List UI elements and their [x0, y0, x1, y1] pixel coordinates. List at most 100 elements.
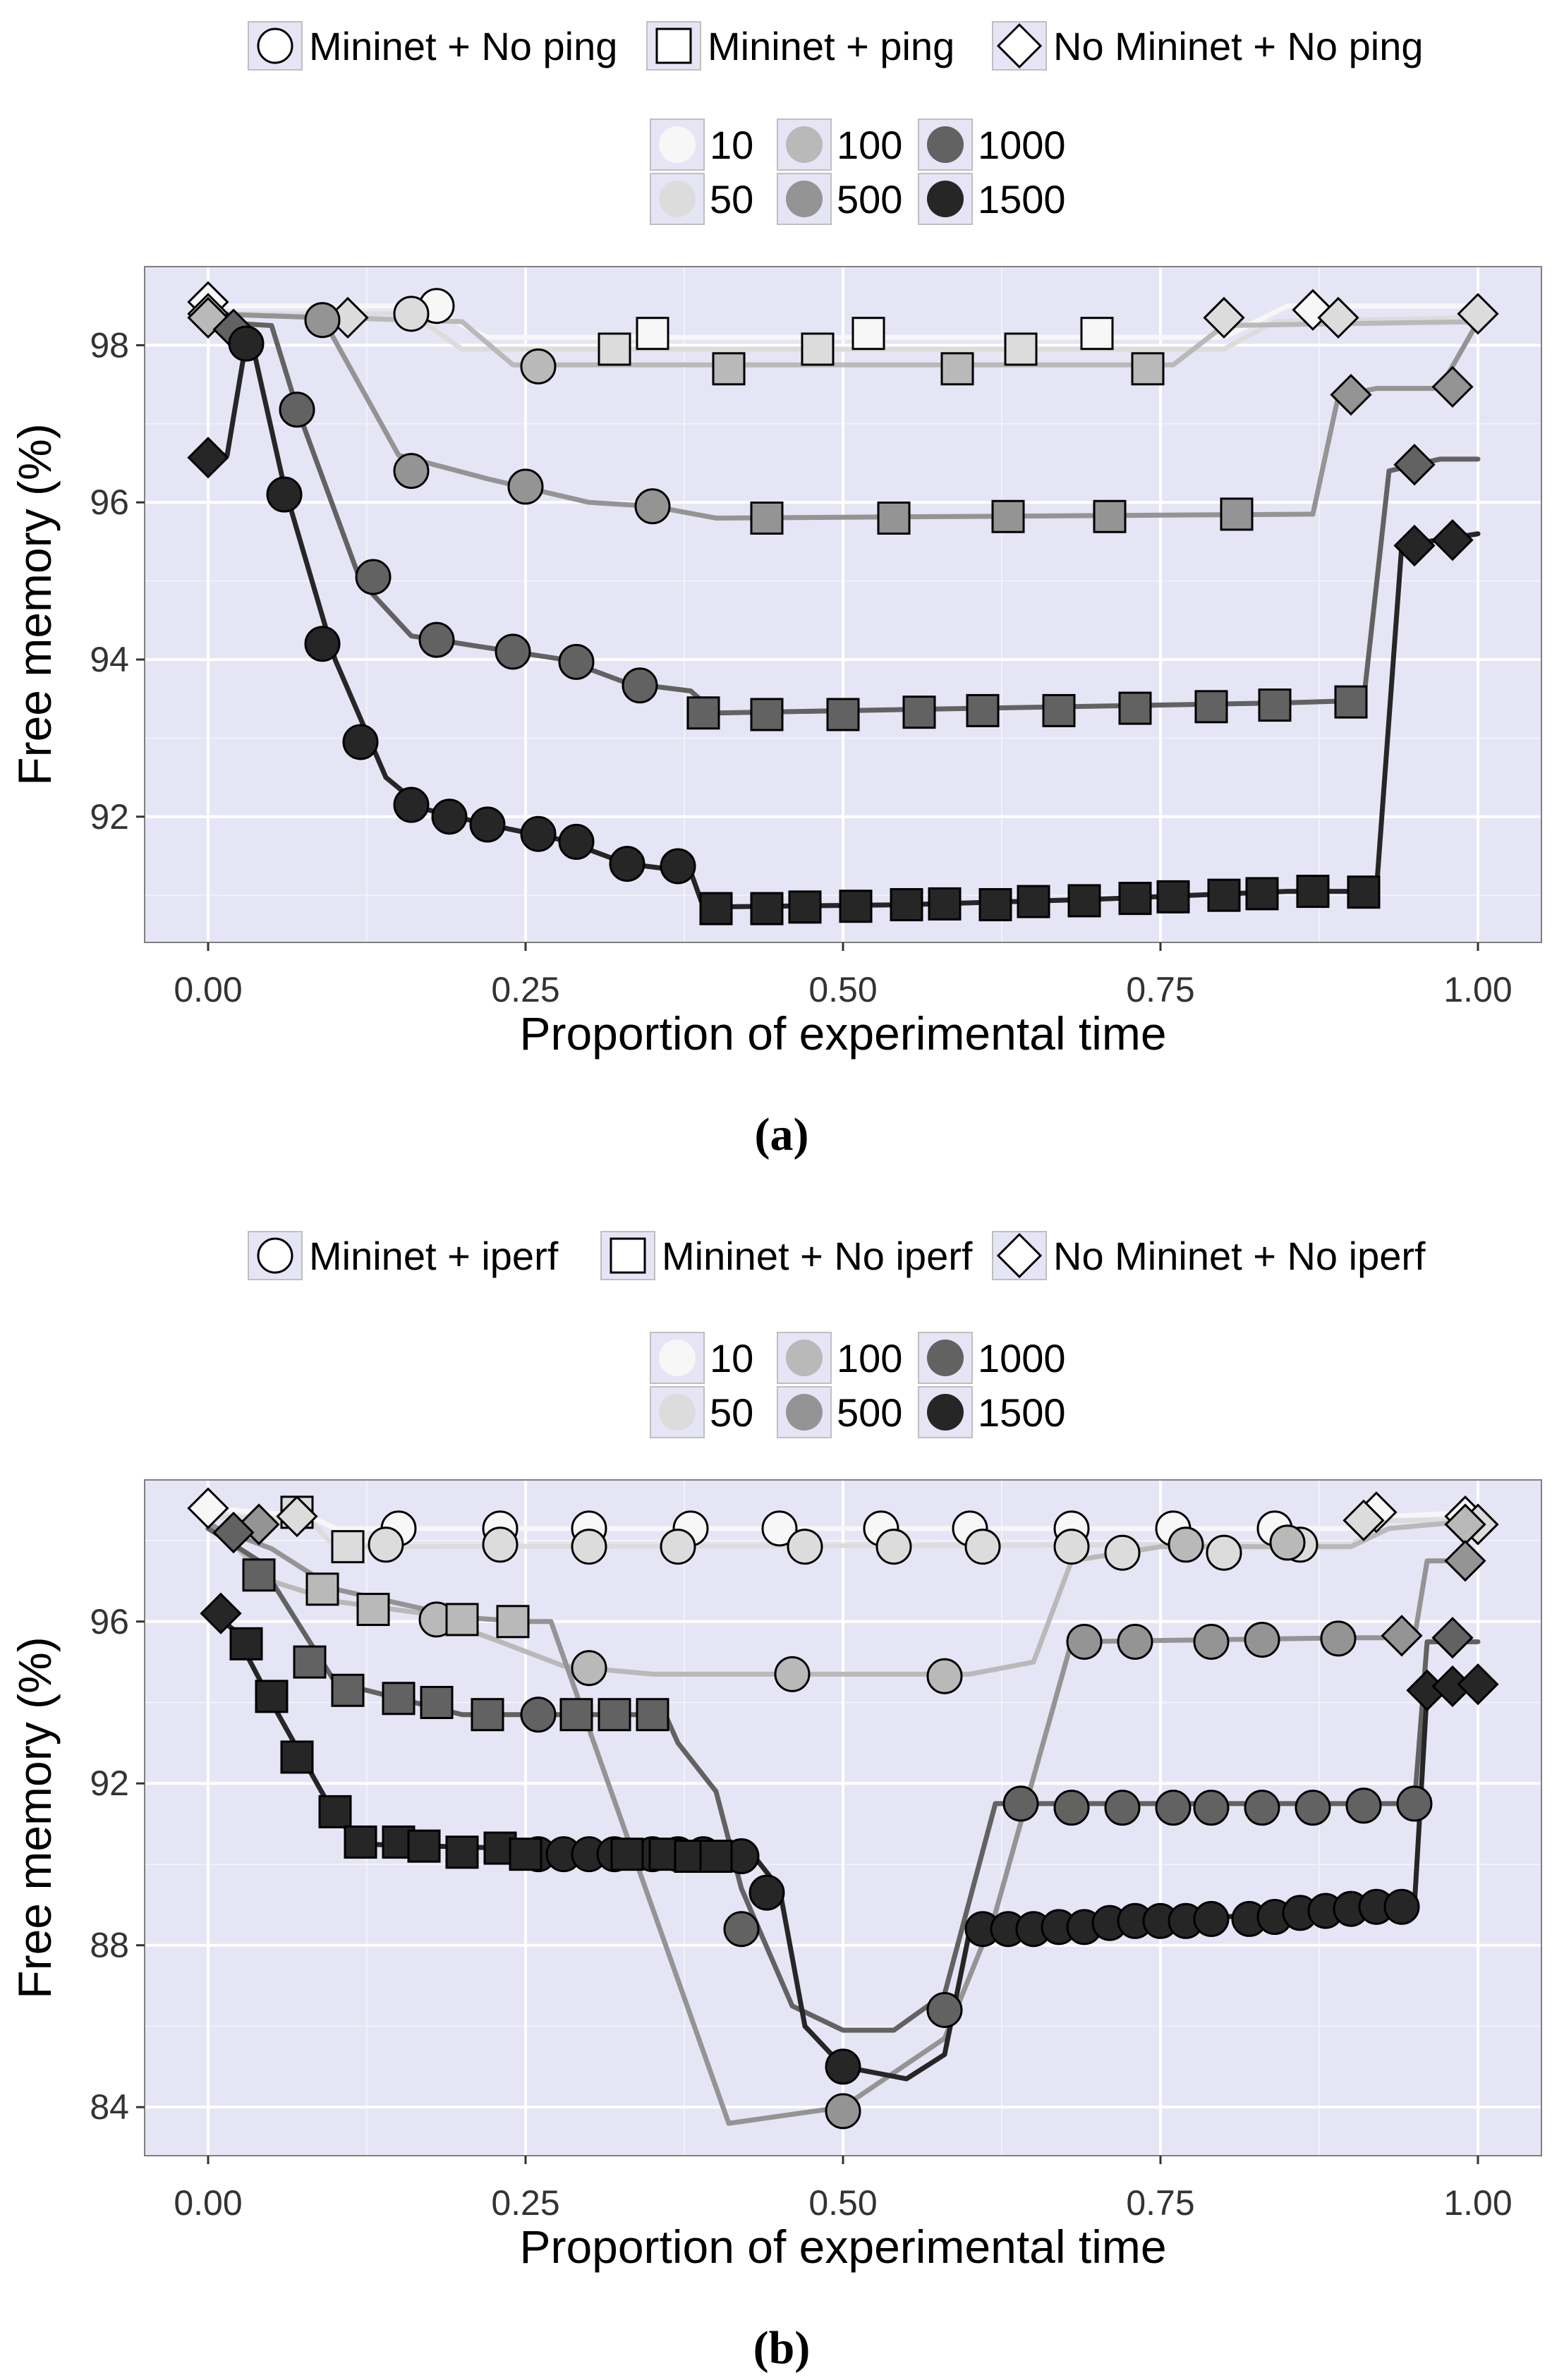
- point-circle-50: [875, 1529, 912, 1565]
- point-square-1500: [1245, 877, 1279, 911]
- shape-legend: Mininet + No ping Mininet + ping No Minine…: [248, 21, 1424, 71]
- point-square-50: [801, 332, 835, 366]
- y-tick-label: 92: [90, 1763, 129, 1803]
- legend-circle-marker: [257, 1237, 293, 1274]
- point-circle-1500: [520, 815, 557, 852]
- axes: 0.00 0.25 0.50 0.75 1.00 84 88 92 96 Proportion o…: [8, 1602, 1513, 2273]
- point-diamond-500: [1330, 373, 1372, 416]
- point-circle-1500: [342, 724, 379, 760]
- point-square-10: [1080, 317, 1114, 351]
- point-diamond-1500: [200, 1592, 242, 1634]
- legend-circle-marker: [257, 28, 293, 64]
- panel-b: Mininet + iperf Mininet + No iperf No Mini…: [8, 1231, 1542, 2374]
- point-circle-100: [520, 348, 557, 384]
- x-tick-label: 0.00: [174, 2183, 242, 2223]
- point-circle-1000: [1295, 1790, 1331, 1826]
- point-square-1500: [229, 1627, 263, 1660]
- legend-color-label: 50: [710, 1390, 753, 1435]
- point-square-100: [712, 352, 746, 386]
- point-circle-500: [1193, 1623, 1230, 1660]
- x-tick-label: 0.75: [1126, 970, 1194, 1009]
- series-layer: [187, 1487, 1499, 2130]
- point-square-500: [1220, 497, 1254, 531]
- point-square-1500: [255, 1680, 289, 1713]
- point-square-1500: [839, 890, 873, 923]
- legend-color-label: 10: [710, 123, 753, 167]
- point-square-50: [331, 1530, 365, 1564]
- legend-color-label: 10: [710, 1336, 753, 1380]
- point-square-500: [877, 501, 911, 535]
- point-circle-100: [1269, 1524, 1306, 1561]
- point-circle-1000: [520, 1696, 557, 1733]
- point-circle-50: [1104, 1534, 1141, 1571]
- legend-color-swatch-50: [659, 181, 696, 217]
- x-tick-label: 1.00: [1443, 2183, 1512, 2223]
- point-circle-1000: [1244, 1790, 1280, 1826]
- point-circle-500: [825, 2093, 861, 2130]
- y-tick-label: 94: [90, 640, 129, 679]
- point-diamond-50: [1457, 293, 1499, 335]
- point-square-100: [1131, 352, 1165, 386]
- point-diamond-1500: [1457, 1663, 1499, 1706]
- point-circle-1500: [558, 823, 595, 860]
- point-square-1500: [928, 887, 962, 921]
- point-diamond-500: [1431, 365, 1474, 408]
- point-square-1500: [280, 1740, 314, 1774]
- point-square-1000: [750, 698, 784, 731]
- y-tick-label: 84: [90, 2087, 129, 2127]
- point-circle-1000: [1104, 1790, 1141, 1826]
- point-circle-100: [926, 1658, 963, 1694]
- legend-color-label: 1000: [978, 123, 1066, 167]
- point-square-1500: [890, 888, 923, 922]
- point-diamond-10: [187, 1487, 229, 1529]
- point-square-100: [940, 352, 974, 386]
- point-circle-1000: [1053, 1790, 1090, 1826]
- point-circle-1500: [393, 787, 430, 823]
- legend-shape-label: No Mininet + No ping: [1053, 24, 1424, 68]
- point-circle-50: [1206, 1534, 1242, 1571]
- panel-caption: (a): [755, 1109, 809, 1160]
- point-circle-500: [1117, 1623, 1153, 1660]
- point-square-1500: [699, 1839, 733, 1873]
- x-axis-title: Proportion of experimental time: [519, 1007, 1166, 1060]
- point-circle-10: [761, 1510, 798, 1547]
- point-circle-1500: [431, 799, 468, 835]
- point-square-1000: [471, 1698, 504, 1732]
- legend-shape-label: No Mininet + No iperf: [1053, 1234, 1426, 1278]
- point-square-1000: [559, 1698, 593, 1732]
- point-square-1500: [1118, 882, 1152, 916]
- legend-color-label: 500: [837, 1390, 902, 1435]
- legend-color-swatch-500: [786, 1394, 823, 1431]
- point-square-1000: [902, 696, 936, 729]
- point-square-100: [445, 1603, 479, 1637]
- point-square-1000: [1194, 690, 1228, 724]
- point-circle-1000: [1345, 1787, 1382, 1824]
- point-diamond-50: [1203, 296, 1245, 339]
- point-circle-1500: [609, 846, 645, 882]
- point-circle-1000: [418, 621, 455, 658]
- point-square-1000: [1042, 693, 1076, 727]
- y-tick-label: 96: [90, 1602, 129, 1641]
- legend-diamond-marker: [996, 23, 1043, 69]
- point-square-1500: [344, 1825, 377, 1859]
- panel-caption: (b): [753, 2322, 811, 2374]
- y-tick-label: 98: [90, 325, 129, 365]
- point-circle-1000: [723, 1911, 760, 1948]
- point-diamond-100: [187, 296, 229, 339]
- x-tick-label: 0.25: [491, 970, 559, 1009]
- legend-color-label: 50: [710, 177, 753, 221]
- legend-color-swatch-50: [659, 1394, 696, 1431]
- point-square-1000: [1258, 688, 1292, 722]
- point-square-1500: [750, 892, 784, 925]
- legend-color-swatch-1500: [927, 181, 964, 217]
- point-diamond-500: [1444, 1540, 1486, 1582]
- legend-color-swatch-100: [786, 126, 823, 163]
- point-square-1500: [1067, 884, 1101, 918]
- point-circle-1000: [926, 1991, 963, 2028]
- point-circle-50: [660, 1529, 696, 1565]
- point-square-1500: [788, 890, 822, 924]
- point-square-1500: [699, 892, 733, 925]
- point-circle-1500: [660, 848, 696, 885]
- point-circle-1000: [1002, 1785, 1039, 1822]
- point-diamond-1500: [187, 437, 229, 479]
